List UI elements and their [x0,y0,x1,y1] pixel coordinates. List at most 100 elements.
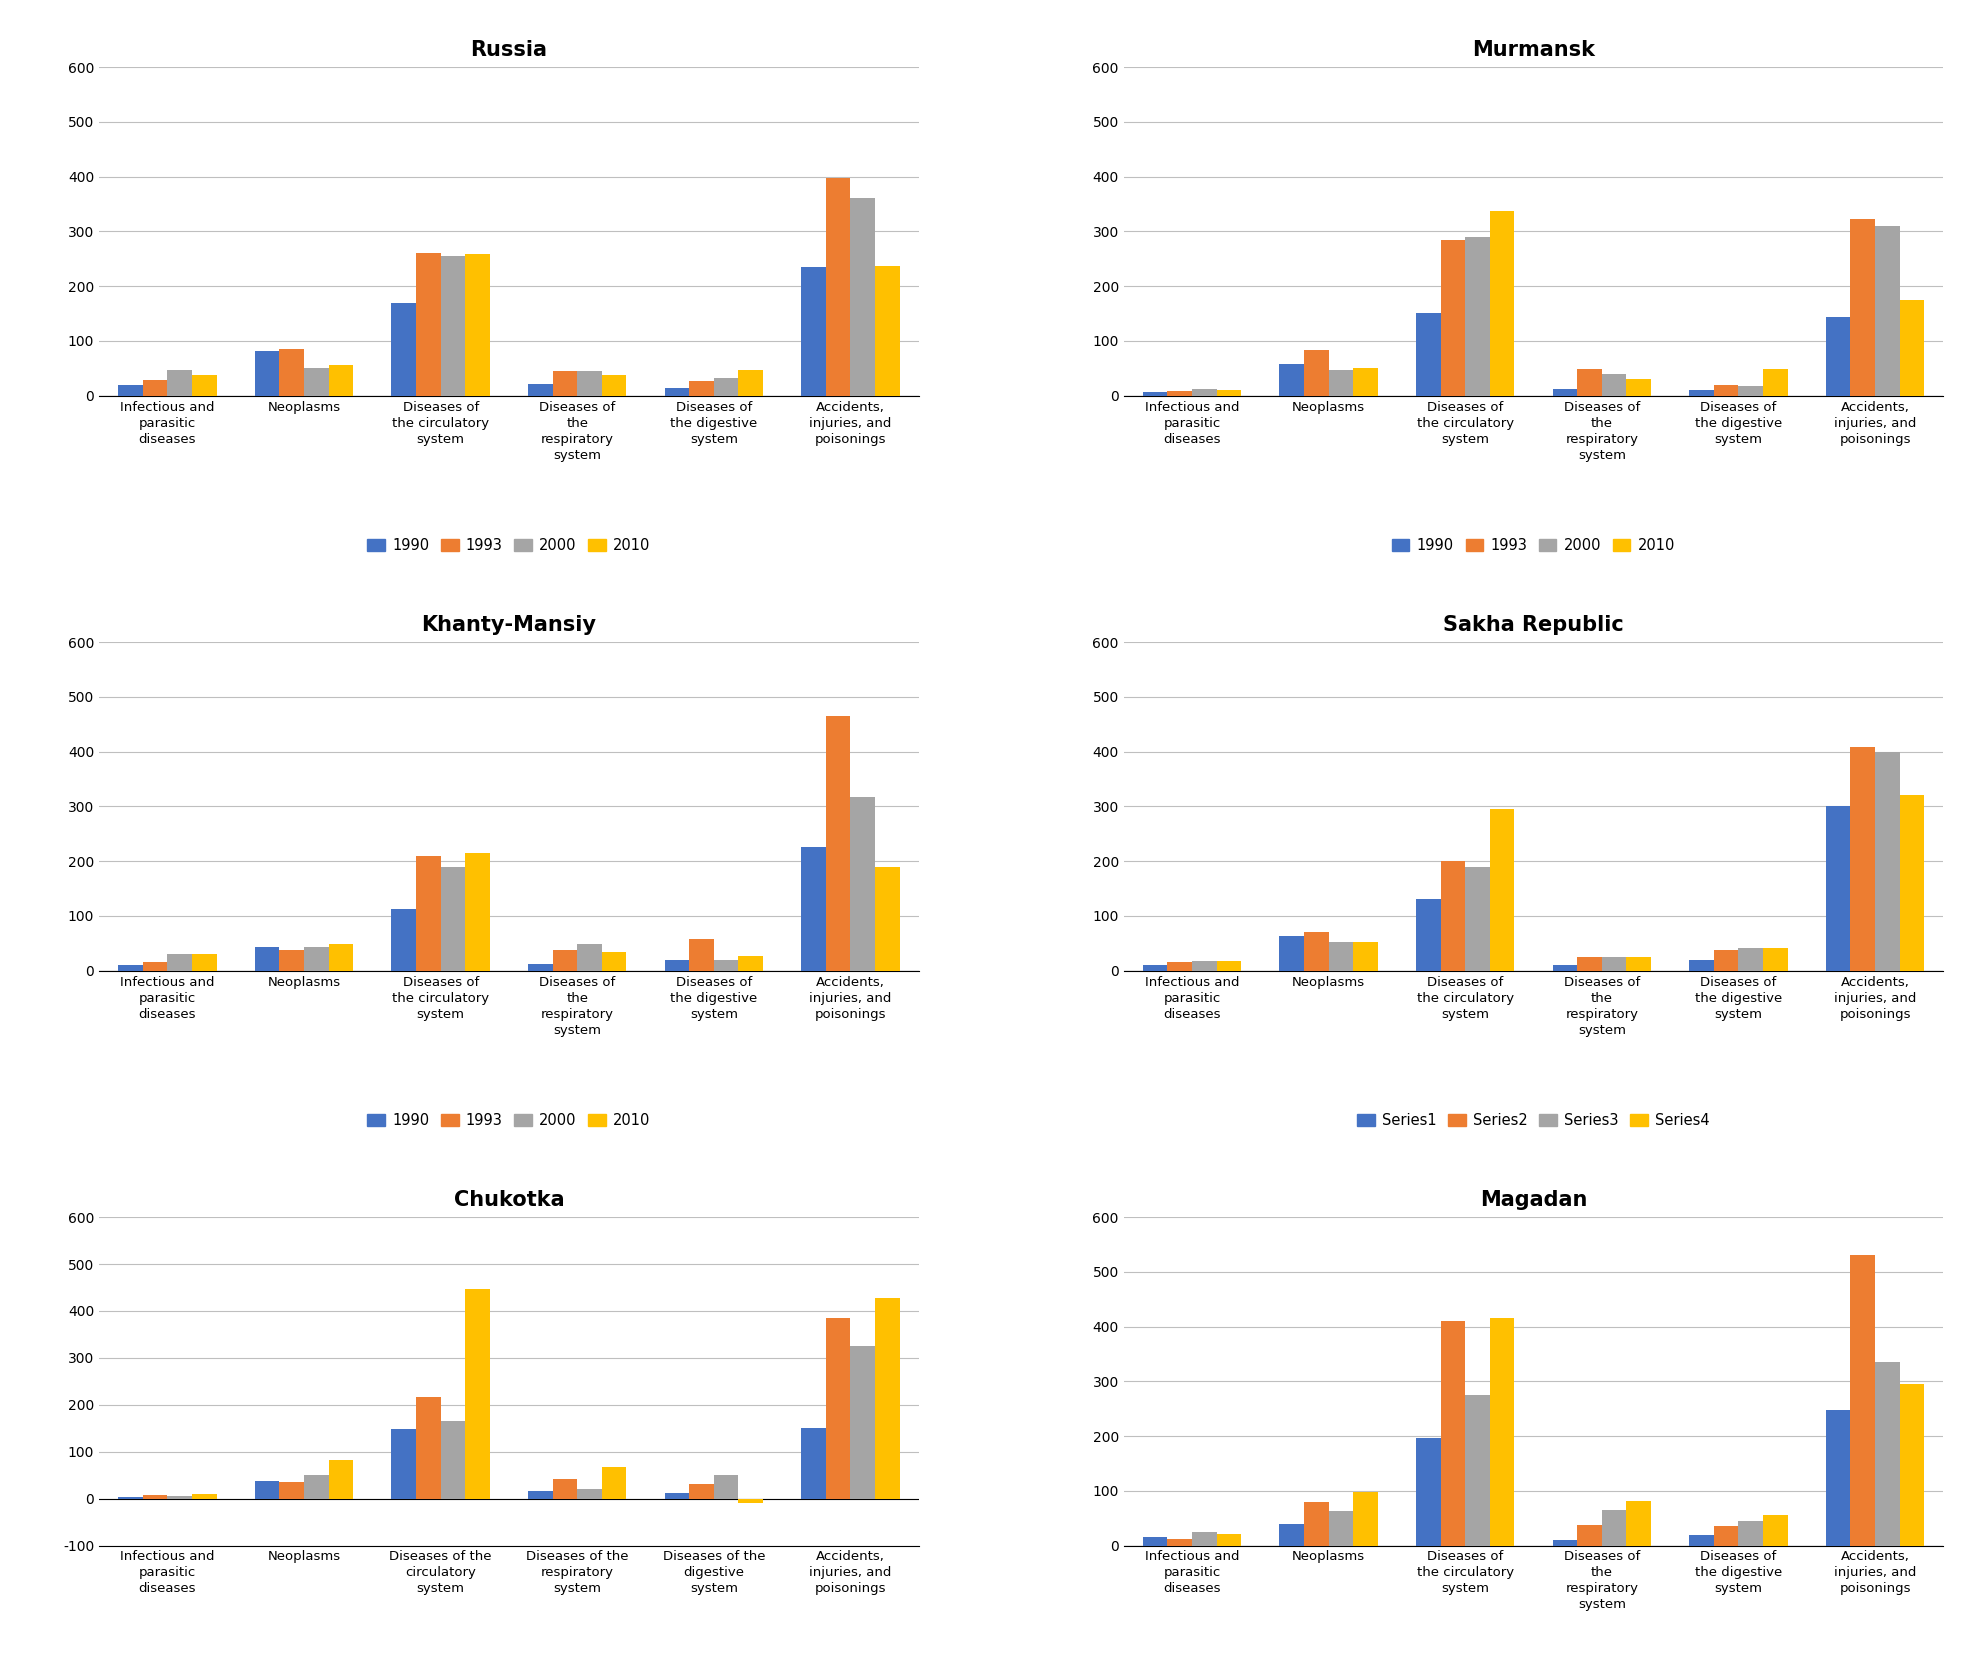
Bar [1217,390,1241,396]
Title: Russia: Russia [470,40,547,60]
Bar [416,254,440,396]
Bar [825,1319,850,1499]
Bar [329,1460,353,1499]
Bar [1712,949,1738,971]
Bar [1304,1502,1328,1546]
Bar [143,963,166,971]
Title: Magadan: Magadan [1479,1189,1586,1210]
Bar [1488,212,1514,396]
Bar [664,959,690,971]
Title: Khanty-Mansiy: Khanty-Mansiy [422,615,597,635]
Bar [1439,240,1465,396]
Bar [1439,862,1465,971]
Bar [1352,368,1377,396]
Bar [279,349,303,396]
Bar [577,1488,603,1499]
Bar [390,1430,416,1499]
Bar [801,1428,825,1499]
Bar [1601,375,1625,396]
Bar [1191,1532,1217,1546]
Bar [603,375,626,396]
Bar [1712,1527,1738,1546]
Bar [1576,1525,1601,1546]
Bar [1167,391,1191,396]
Bar [1689,390,1712,396]
Bar [1278,1524,1304,1546]
Bar [1625,958,1651,971]
Bar [1278,936,1304,971]
Bar [527,1490,553,1499]
Bar [1738,1520,1762,1546]
Bar [166,370,192,396]
Bar [166,954,192,971]
Bar [1465,867,1488,971]
Bar [714,378,737,396]
Bar [1899,301,1923,396]
Bar [256,1482,279,1499]
Bar [1552,1541,1576,1546]
Bar [874,867,900,971]
Bar [1875,751,1899,971]
Title: Sakha Republic: Sakha Republic [1443,615,1623,635]
Bar [825,178,850,396]
Bar [1167,1539,1191,1546]
Bar [1142,966,1167,971]
Bar [874,265,900,396]
Bar [553,949,577,971]
Bar [1825,318,1849,396]
Bar [1352,942,1377,971]
Bar [1191,961,1217,971]
Bar [329,944,353,971]
Bar [390,302,416,396]
Bar [850,796,874,971]
Bar [1488,1319,1514,1546]
Bar [192,1494,216,1499]
Bar [527,964,553,971]
Bar [664,1492,690,1499]
Bar [1738,386,1762,396]
Bar [466,853,490,971]
Bar [690,1483,714,1499]
Bar [1849,1255,1875,1546]
Bar [1415,1438,1439,1546]
Bar [874,1299,900,1499]
Bar [825,716,850,971]
Bar [1899,1384,1923,1546]
Bar [1576,370,1601,396]
Bar [1488,810,1514,971]
Bar [577,371,603,396]
Bar [1689,959,1712,971]
Bar [1352,1492,1377,1546]
Bar [466,1289,490,1499]
Bar [1875,227,1899,396]
Bar [690,939,714,971]
Bar [1625,380,1651,396]
Bar [1328,942,1352,971]
Bar [1738,948,1762,971]
Bar [1899,795,1923,971]
Bar [1762,370,1786,396]
Bar [1601,1510,1625,1546]
Bar [1601,958,1625,971]
Bar [714,1475,737,1499]
Bar [690,381,714,396]
Bar [1762,948,1786,971]
Bar [850,198,874,396]
Bar [1849,220,1875,396]
Bar [577,944,603,971]
Bar [1304,351,1328,396]
Bar [553,1478,577,1499]
Bar [466,254,490,396]
Bar [119,966,143,971]
Bar [1689,1534,1712,1546]
Bar [303,368,329,396]
Bar [1625,1500,1651,1546]
Bar [1142,391,1167,396]
Bar [166,1497,192,1499]
Bar [440,867,466,971]
Bar [1552,966,1576,971]
Bar [737,370,763,396]
Bar [1762,1515,1786,1546]
Bar [1142,1537,1167,1546]
Bar [801,847,825,971]
